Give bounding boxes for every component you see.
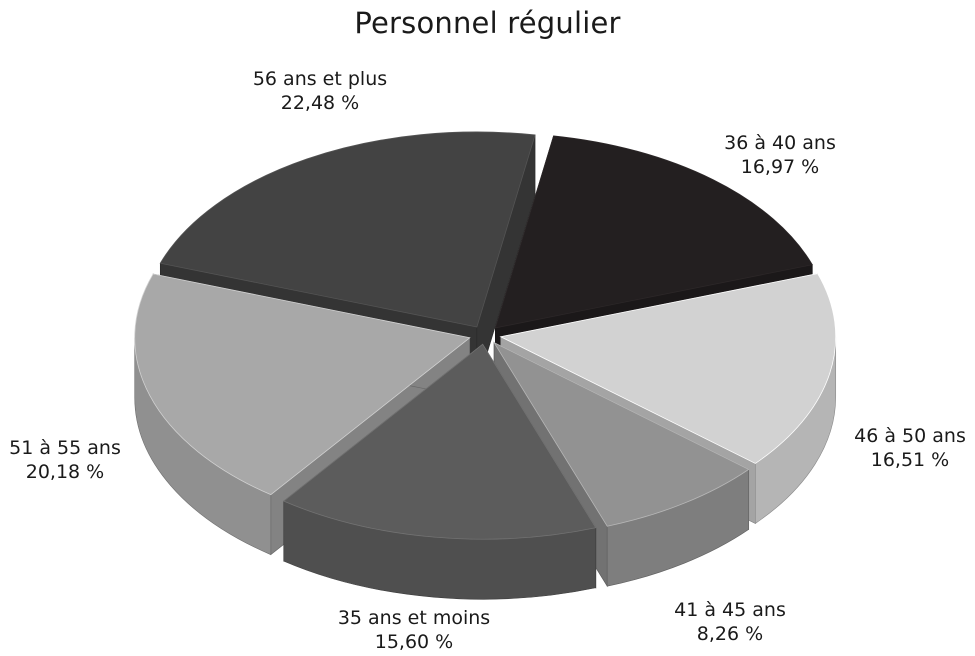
slice-label-value: 15,60 % — [374, 631, 454, 653]
pie-slice-top — [493, 341, 750, 527]
slice-label-35-moins: 35 ans et moins 15,60 % — [314, 606, 514, 654]
pie-slice-top — [499, 273, 837, 464]
slice-label-name: 41 à 45 ans — [674, 599, 786, 621]
slice-label-value: 16,97 % — [740, 156, 820, 178]
pie-slice-top — [282, 343, 597, 540]
chart-title: Personnel régulier — [354, 6, 621, 40]
slice-label-46-50: 46 à 50 ans 16,51 % — [845, 424, 975, 472]
slice-label-41-45: 41 à 45 ans 8,26 % — [640, 598, 820, 646]
pie-slice — [282, 343, 597, 600]
slice-label-name: 51 à 55 ans — [9, 437, 121, 459]
slice-label-value: 16,51 % — [870, 449, 950, 471]
slice-label-name: 56 ans et plus — [252, 68, 388, 90]
slice-label-name: 36 à 40 ans — [724, 132, 836, 154]
pie-slice-top — [159, 131, 536, 328]
slice-label-56-plus: 56 ans et plus 22,48 % — [220, 67, 420, 115]
slice-label-value: 20,18 % — [25, 461, 105, 483]
pie-slice-top — [134, 273, 471, 496]
slice-label-value: 8,26 % — [696, 623, 764, 645]
slice-label-name: 35 ans et moins — [337, 607, 491, 629]
slice-label-51-55: 51 à 55 ans 20,18 % — [0, 436, 130, 484]
slice-label-name: 46 à 50 ans — [854, 425, 966, 447]
pie-slice-top — [494, 135, 813, 329]
slice-label-36-40: 36 à 40 ans 16,97 % — [690, 131, 870, 179]
slice-label-value: 22,48 % — [280, 92, 360, 114]
